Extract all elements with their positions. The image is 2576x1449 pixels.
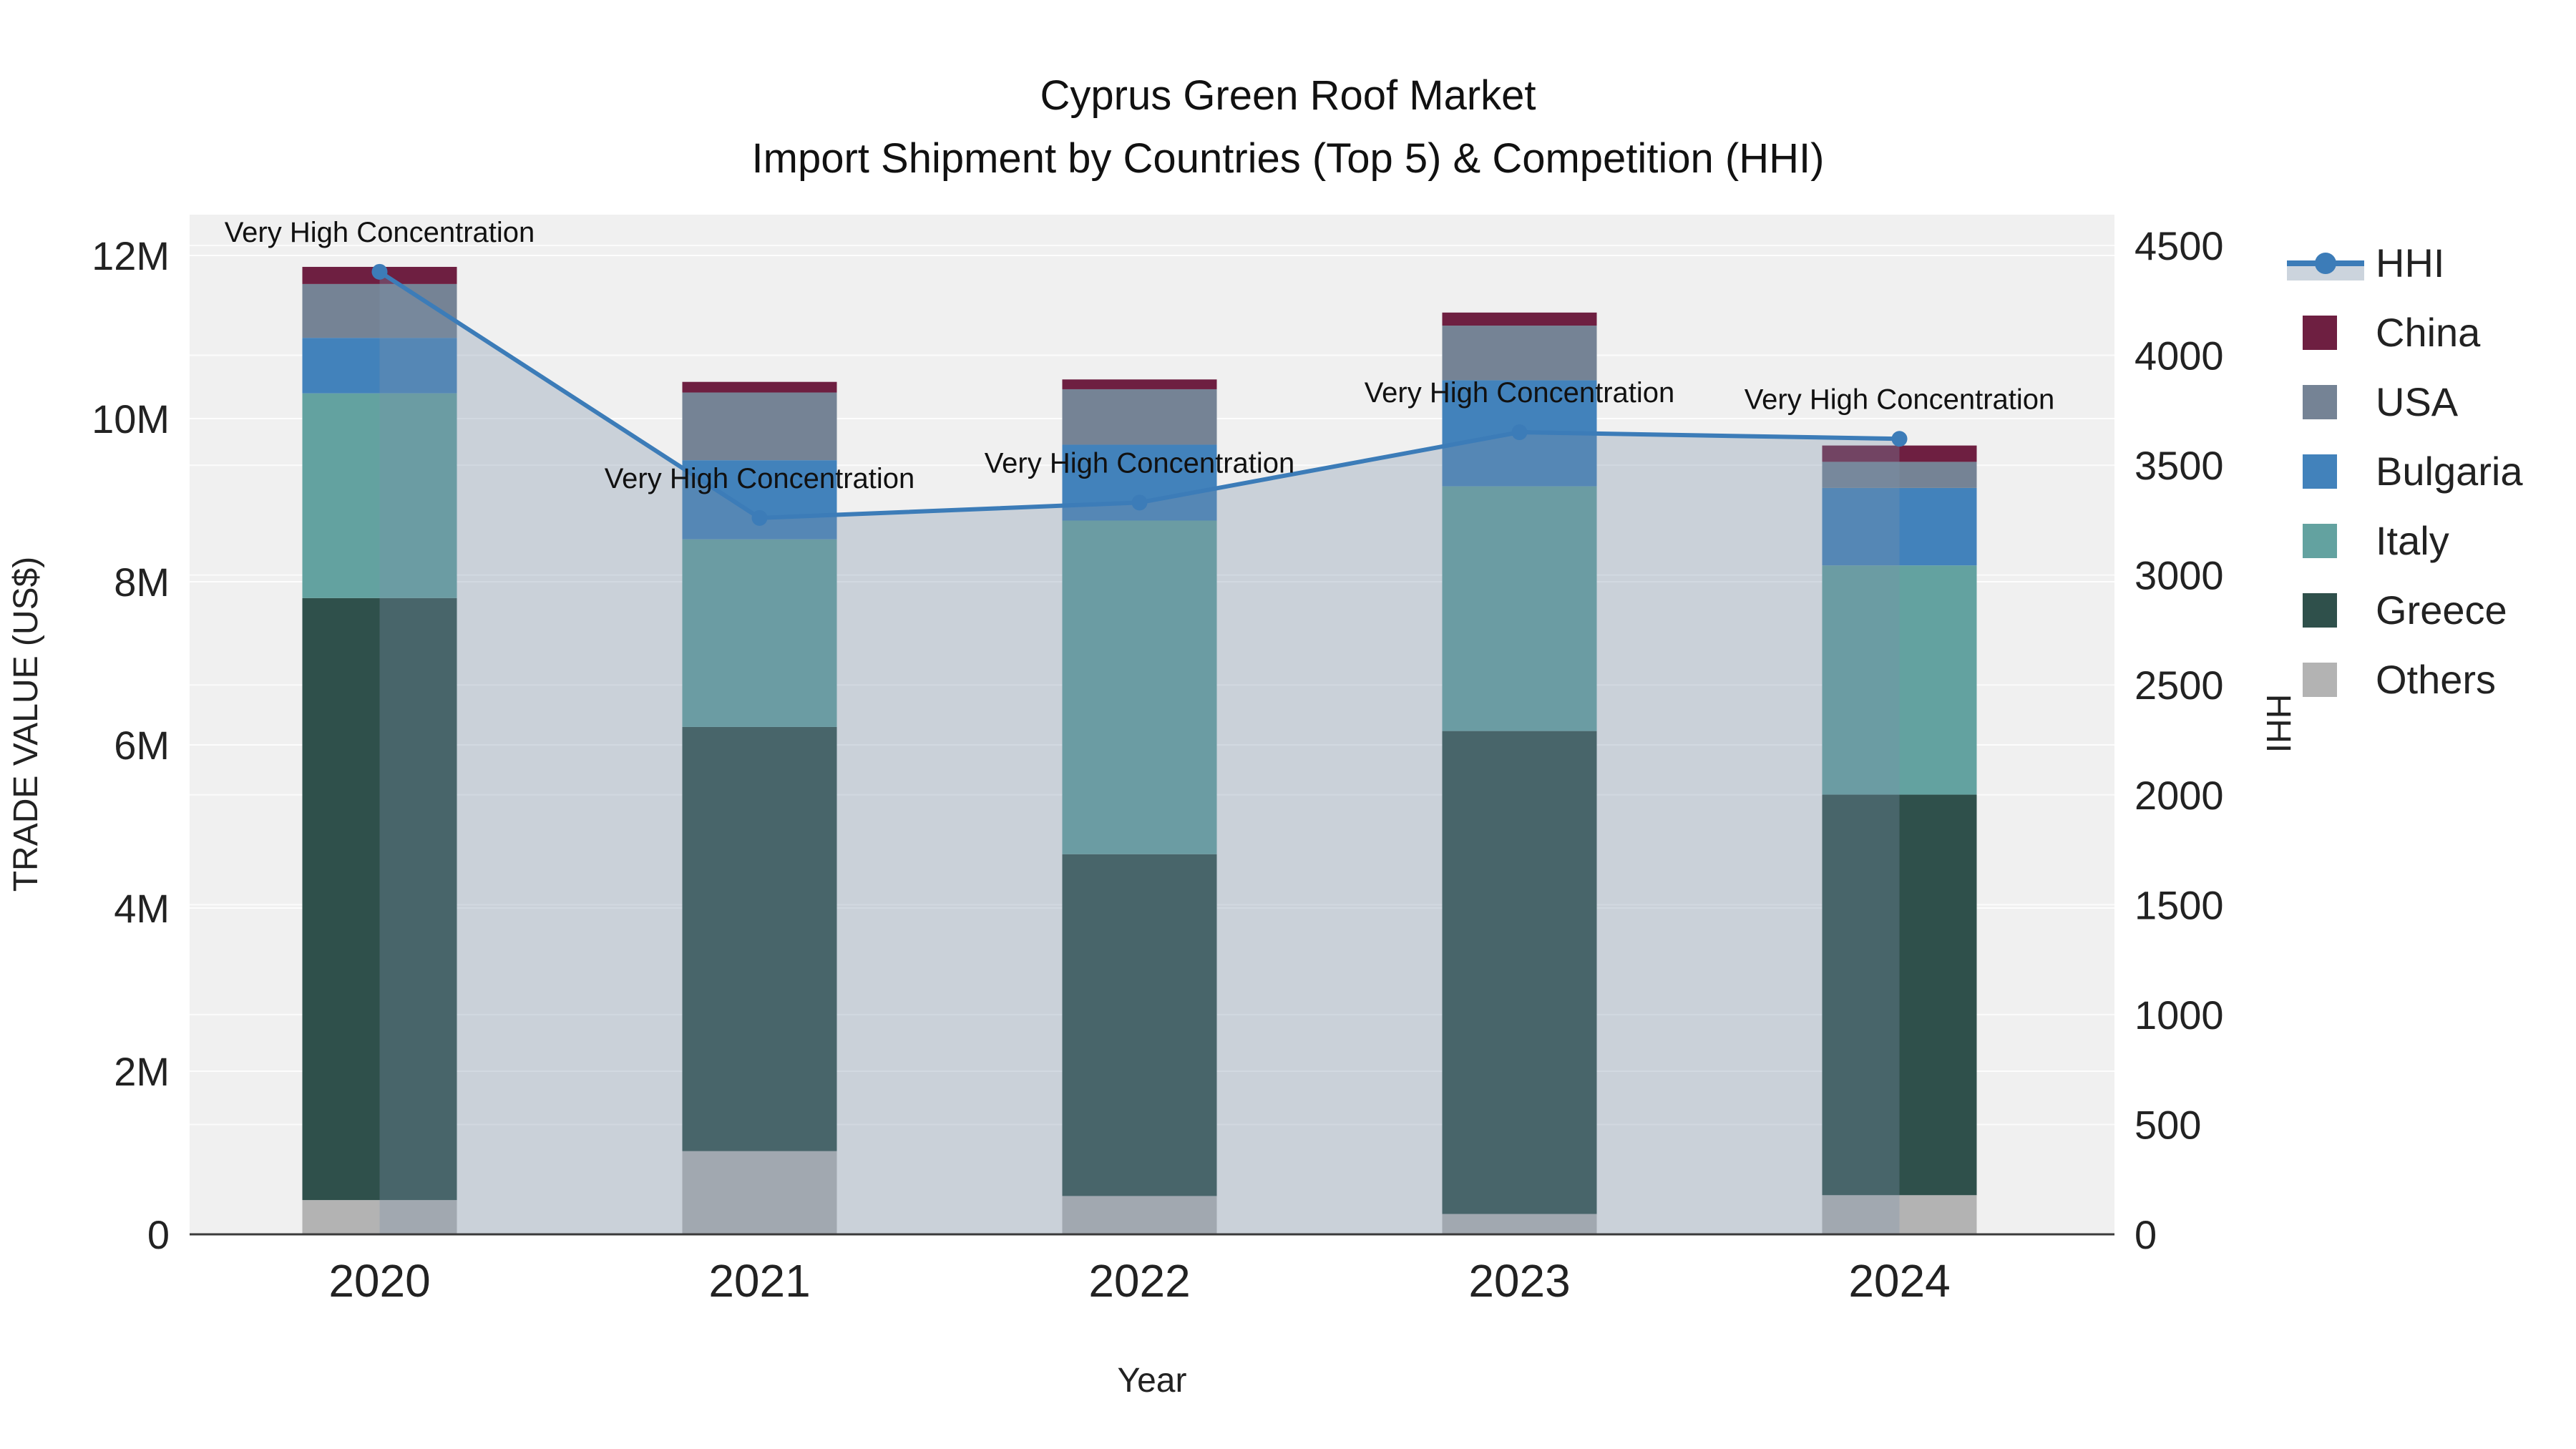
bar-segment-others-2020[interactable]	[302, 1200, 457, 1234]
hhi-point-2022[interactable]	[1131, 494, 1148, 511]
y-left-tick-6M: 6M	[114, 723, 170, 768]
legend-item-greece[interactable]: Greece	[2303, 587, 2507, 633]
legend-item-bulgaria[interactable]: Bulgaria	[2303, 449, 2523, 494]
y-right-tick-labels: 0 500 1000 1500 2000 2500 3000 3500 4000 4500	[2135, 223, 2224, 1257]
y-right-tick-2500: 2500	[2135, 663, 2224, 708]
bar-segment-greece-2020[interactable]	[302, 597, 457, 1201]
x-tick-2021: 2021	[708, 1255, 810, 1307]
hhi-area-fill	[379, 271, 1900, 1235]
y-right-tick-1500: 1500	[2135, 882, 2224, 927]
y-left-tick-8M: 8M	[114, 560, 170, 605]
legend-item-hhi[interactable]: HHI	[2287, 240, 2444, 286]
legend-label-bulgaria: Bulgaria	[2376, 449, 2523, 494]
annotation-2024: Very High Concentration	[1745, 384, 2055, 415]
bar-segment-bulgaria-2021[interactable]	[682, 460, 837, 540]
bar-segment-others-2022[interactable]	[1062, 1196, 1217, 1234]
y-left-axis-title: TRADE VALUE (US$)	[7, 557, 45, 892]
y-right-tick-3500: 3500	[2135, 443, 2224, 488]
y-right-tick-500: 500	[2135, 1102, 2201, 1147]
y-left-tick-10M: 10M	[92, 396, 170, 441]
chart-title-line2: Import Shipment by Countries (Top 5) & C…	[752, 135, 1825, 182]
hhi-markers	[371, 263, 1908, 526]
legend: HHI China USA Bulgaria Italy Greece Others	[2287, 240, 2523, 702]
bar-segment-usa-2021[interactable]	[682, 392, 837, 461]
annotations: Very High Concentration Very High Concent…	[225, 217, 2055, 494]
bar-segment-bulgaria-2020[interactable]	[302, 338, 457, 394]
bar-segment-greece-2023[interactable]	[1442, 731, 1597, 1214]
legend-swatch-china	[2303, 316, 2337, 350]
y-right-tick-4500: 4500	[2135, 223, 2224, 268]
y-right-tick-2000: 2000	[2135, 773, 2224, 818]
bar-segment-china-2021[interactable]	[682, 381, 837, 393]
x-tick-2022: 2022	[1088, 1255, 1190, 1307]
legend-swatch-italy	[2303, 524, 2337, 558]
legend-item-usa[interactable]: USA	[2303, 379, 2459, 424]
bar-segment-china-2022[interactable]	[1062, 379, 1217, 389]
bar-segment-usa-2022[interactable]	[1062, 389, 1217, 445]
y-right-axis-title: HHI	[2259, 694, 2297, 753]
annotation-2023: Very High Concentration	[1365, 377, 1675, 409]
bar-segment-italy-2023[interactable]	[1442, 486, 1597, 731]
legend-item-china[interactable]: China	[2303, 310, 2481, 355]
y-right-tick-0: 0	[2135, 1212, 2157, 1257]
y-left-tick-labels: 0 2M 4M 6M 8M 10M 12M	[92, 233, 170, 1257]
bar-segment-others-2021[interactable]	[682, 1151, 837, 1234]
y-left-tick-12M: 12M	[92, 233, 170, 278]
hhi-point-2021[interactable]	[751, 509, 768, 526]
legend-label-usa: USA	[2376, 379, 2459, 424]
legend-item-italy[interactable]: Italy	[2303, 518, 2449, 563]
annotation-2022: Very High Concentration	[985, 447, 1295, 479]
hhi-point-2024[interactable]	[1891, 431, 1908, 447]
bar-segment-china-2024[interactable]	[1822, 445, 1977, 462]
legend-label-hhi: HHI	[2376, 240, 2444, 286]
bar-segment-greece-2021[interactable]	[682, 726, 837, 1151]
hhi-legend-marker	[2315, 253, 2336, 274]
y-right-tick-3000: 3000	[2135, 553, 2224, 598]
x-axis-title: Year	[1118, 1362, 1187, 1400]
legend-swatch-others	[2303, 663, 2337, 697]
legend-label-italy: Italy	[2376, 518, 2449, 563]
bar-segment-others-2023[interactable]	[1442, 1214, 1597, 1235]
legend-swatch-usa	[2303, 385, 2337, 419]
bar-segment-italy-2022[interactable]	[1062, 520, 1217, 854]
annotation-2021: Very High Concentration	[605, 463, 915, 494]
y-right-tick-1000: 1000	[2135, 992, 2224, 1038]
legend-swatch-bulgaria	[2303, 454, 2337, 489]
bar-segment-italy-2024[interactable]	[1822, 565, 1977, 795]
y-left-tick-4M: 4M	[114, 886, 170, 931]
bar-segment-greece-2022[interactable]	[1062, 854, 1217, 1196]
bar-segment-italy-2020[interactable]	[302, 393, 457, 598]
x-tick-labels: 2020 2021 2022 2023 2024	[328, 1255, 1950, 1307]
y-left-tick-2M: 2M	[114, 1049, 170, 1094]
bar-segment-greece-2024[interactable]	[1822, 794, 1977, 1196]
x-tick-2023: 2023	[1468, 1255, 1570, 1307]
bar-segment-usa-2020[interactable]	[302, 283, 457, 338]
hhi-point-2023[interactable]	[1511, 424, 1528, 441]
y-right-tick-4000: 4000	[2135, 333, 2224, 379]
legend-label-greece: Greece	[2376, 587, 2507, 633]
bar-segment-others-2024[interactable]	[1822, 1195, 1977, 1234]
bar-segment-usa-2024[interactable]	[1822, 462, 1977, 488]
annotation-2020: Very High Concentration	[225, 217, 535, 248]
bar-segment-usa-2023[interactable]	[1442, 326, 1597, 381]
hhi-point-2020[interactable]	[371, 263, 388, 280]
legend-label-china: China	[2376, 310, 2481, 355]
legend-swatch-greece	[2303, 593, 2337, 628]
legend-label-others: Others	[2376, 657, 2496, 702]
x-tick-2020: 2020	[328, 1255, 430, 1307]
hhi-area-path	[379, 271, 1900, 1235]
chart-title-line1: Cyprus Green Roof Market	[1040, 72, 1536, 119]
bar-segment-china-2023[interactable]	[1442, 312, 1597, 326]
legend-item-others[interactable]: Others	[2303, 657, 2496, 702]
y-left-tick-0: 0	[147, 1212, 170, 1257]
bar-segment-italy-2021[interactable]	[682, 539, 837, 727]
x-tick-2024: 2024	[1848, 1255, 1950, 1307]
bar-segment-bulgaria-2024[interactable]	[1822, 487, 1977, 566]
